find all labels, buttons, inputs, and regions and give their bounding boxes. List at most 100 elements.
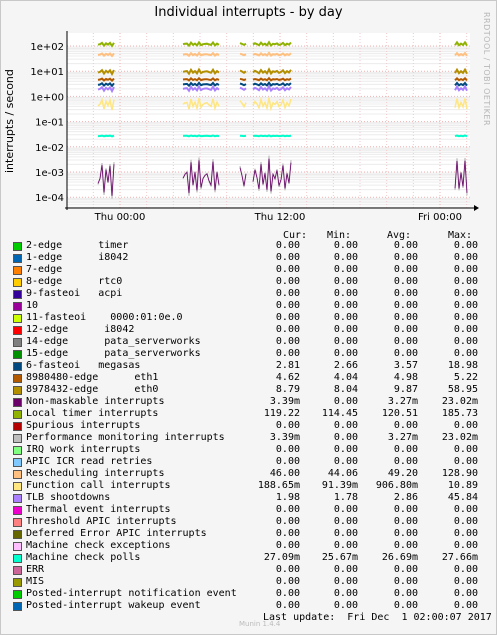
legend-row: Local timer interrupts 119.22 114.45 120.51… bbox=[0, 408, 497, 420]
legend-value-min: 1.78 bbox=[333, 492, 358, 503]
legend-value-cur: 0.00 bbox=[275, 600, 300, 611]
series-line-megasas bbox=[239, 82, 247, 87]
legend-value-avg: 0.00 bbox=[393, 576, 418, 587]
series-line-local-timer bbox=[252, 40, 292, 48]
legend-value-cur: 46.00 bbox=[269, 468, 300, 479]
legend-value-max: 0.00 bbox=[453, 252, 478, 263]
x-axis-arrow bbox=[474, 205, 479, 211]
series-line-eth0 bbox=[454, 67, 468, 75]
legend-value-max: 0.00 bbox=[453, 276, 478, 287]
legend-value-avg: 0.00 bbox=[393, 516, 418, 527]
y-tick-label: 1e-03 bbox=[35, 168, 64, 179]
series-line-local-timer bbox=[239, 42, 247, 47]
series-line-megasas bbox=[252, 81, 292, 87]
series-line-tlb-shootdowns bbox=[454, 84, 468, 92]
legend-value-avg: 0.00 bbox=[393, 300, 418, 311]
legend-value-max: 0.00 bbox=[453, 516, 478, 527]
y-tick-label: 1e-01 bbox=[35, 118, 64, 129]
legend-value-cur: 0.00 bbox=[275, 300, 300, 311]
legend-value-cur: 0.00 bbox=[275, 264, 300, 275]
legend-swatch bbox=[13, 278, 22, 287]
series-line-machine-check-polls bbox=[252, 134, 292, 138]
legend-value-max: 0.00 bbox=[453, 456, 478, 467]
legend-label: 2-edge timer bbox=[26, 240, 129, 251]
series-line-function-call bbox=[454, 98, 468, 111]
legend-swatch bbox=[13, 530, 22, 539]
legend-value-max: 0.00 bbox=[453, 540, 478, 551]
legend-value-max: 0.00 bbox=[453, 288, 478, 299]
legend-value-cur: 0.00 bbox=[275, 456, 300, 467]
legend-row: Deferred Error APIC interrupts 0.00 0.00 0.… bbox=[0, 528, 497, 540]
legend-value-min: 0.00 bbox=[333, 528, 358, 539]
legend-value-min: 0.00 bbox=[333, 432, 358, 443]
series-line-rescheduling bbox=[454, 51, 468, 57]
series-line-machine-check-polls bbox=[182, 134, 220, 138]
legend-value-max: 45.84 bbox=[447, 492, 478, 503]
legend-value-min: 0.00 bbox=[333, 312, 358, 323]
legend-label: 7-edge bbox=[26, 264, 63, 275]
legend-row: 1-edge i8042 0.00 0.00 0.00 0.00 bbox=[0, 252, 497, 264]
munin-version: Munin 1.4.4 bbox=[239, 620, 281, 628]
legend-row: Threshold APIC interrupts 0.00 0.00 0.00 0.0… bbox=[0, 516, 497, 528]
legend-value-cur: 3.39m bbox=[269, 396, 300, 407]
legend-value-min: 2.66 bbox=[333, 360, 358, 371]
legend-value-cur: 0.00 bbox=[275, 276, 300, 287]
legend-label: 1-edge i8042 bbox=[26, 252, 129, 263]
legend-row: Machine check exceptions 0.00 0.00 0.00 0.00 bbox=[0, 540, 497, 552]
legend-label: Deferred Error APIC interrupts bbox=[26, 528, 207, 539]
legend-value-cur: 0.00 bbox=[275, 540, 300, 551]
legend-value-min: 0.00 bbox=[333, 576, 358, 587]
legend-label: Posted-interrupt notification event bbox=[26, 588, 237, 599]
legend-row: 2-edge timer 0.00 0.00 0.00 0.00 bbox=[0, 240, 497, 252]
legend-value-avg: 9.87 bbox=[393, 384, 418, 395]
legend-row: MIS 0.00 0.00 0.00 0.00 bbox=[0, 576, 497, 588]
legend-label: TLB shootdowns bbox=[26, 492, 111, 503]
chart-title: Individual interrupts - by day bbox=[154, 5, 343, 20]
legend-value-avg: 0.00 bbox=[393, 540, 418, 551]
legend-value-cur: 0.00 bbox=[275, 564, 300, 575]
legend-row: ERR 0.00 0.00 0.00 0.00 bbox=[0, 564, 497, 576]
legend-value-min: 0.00 bbox=[333, 540, 358, 551]
legend-value-avg: 49.20 bbox=[387, 468, 418, 479]
legend-row: 10 0.00 0.00 0.00 0.00 bbox=[0, 300, 497, 312]
series-line-machine-check-polls bbox=[454, 134, 468, 138]
legend-row: 7-edge 0.00 0.00 0.00 0.00 bbox=[0, 264, 497, 276]
legend-swatch bbox=[13, 242, 22, 251]
y-tick-label: 1e-04 bbox=[35, 193, 64, 204]
series-line-eth0 bbox=[182, 67, 220, 76]
legend-value-avg: 0.00 bbox=[393, 564, 418, 575]
legend-value-avg: 0.00 bbox=[393, 420, 418, 431]
legend-swatch bbox=[13, 422, 22, 431]
series-line-eth1 bbox=[97, 77, 115, 83]
legend-value-min: 0.00 bbox=[333, 588, 358, 599]
x-tick-label: Fri 00:00 bbox=[418, 212, 462, 223]
legend-label: Threshold APIC interrupts bbox=[26, 516, 177, 527]
legend-value-max: 185.73 bbox=[441, 408, 478, 419]
series-line-eth1 bbox=[252, 76, 292, 82]
legend-label: 10 bbox=[26, 300, 39, 311]
legend-value-cur: 8.79 bbox=[275, 384, 300, 395]
legend-label: 11-fasteoi 0000:01:0e.0 bbox=[26, 312, 183, 323]
legend-value-max: 0.00 bbox=[453, 420, 478, 431]
legend-row: 8980480-edge eth1 4.62 4.04 4.98 5.22 bbox=[0, 372, 497, 384]
legend-value-min: 0.00 bbox=[333, 420, 358, 431]
x-tick-label: Thu 00:00 bbox=[94, 212, 146, 223]
legend-value-max: 5.22 bbox=[453, 372, 478, 383]
series-line-function-call bbox=[239, 100, 247, 109]
legend-value-min: 0.00 bbox=[333, 288, 358, 299]
series-line-performance-monitoring bbox=[454, 157, 468, 196]
legend-value-min: 0.00 bbox=[333, 600, 358, 611]
legend-value-min: 4.04 bbox=[333, 372, 358, 383]
legend-value-min: 0.00 bbox=[333, 276, 358, 287]
col-header-avg: Avg: bbox=[387, 230, 412, 241]
series-line-megasas bbox=[97, 82, 115, 88]
legend-value-max: 0.00 bbox=[453, 528, 478, 539]
legend-row: 15-edge pata_serverworks 0.00 0.00 0.00 0.00 bbox=[0, 348, 497, 360]
legend-swatch bbox=[13, 398, 22, 407]
legend-row: 9-fasteoi acpi 0.00 0.00 0.00 0.00 bbox=[0, 288, 497, 300]
series-line-non-maskable bbox=[454, 160, 468, 193]
legend-value-cur: 0.00 bbox=[275, 588, 300, 599]
legend-value-min: 91.39m bbox=[321, 480, 358, 491]
series-line-rescheduling bbox=[97, 52, 115, 58]
legend-value-min: 114.45 bbox=[321, 408, 358, 419]
